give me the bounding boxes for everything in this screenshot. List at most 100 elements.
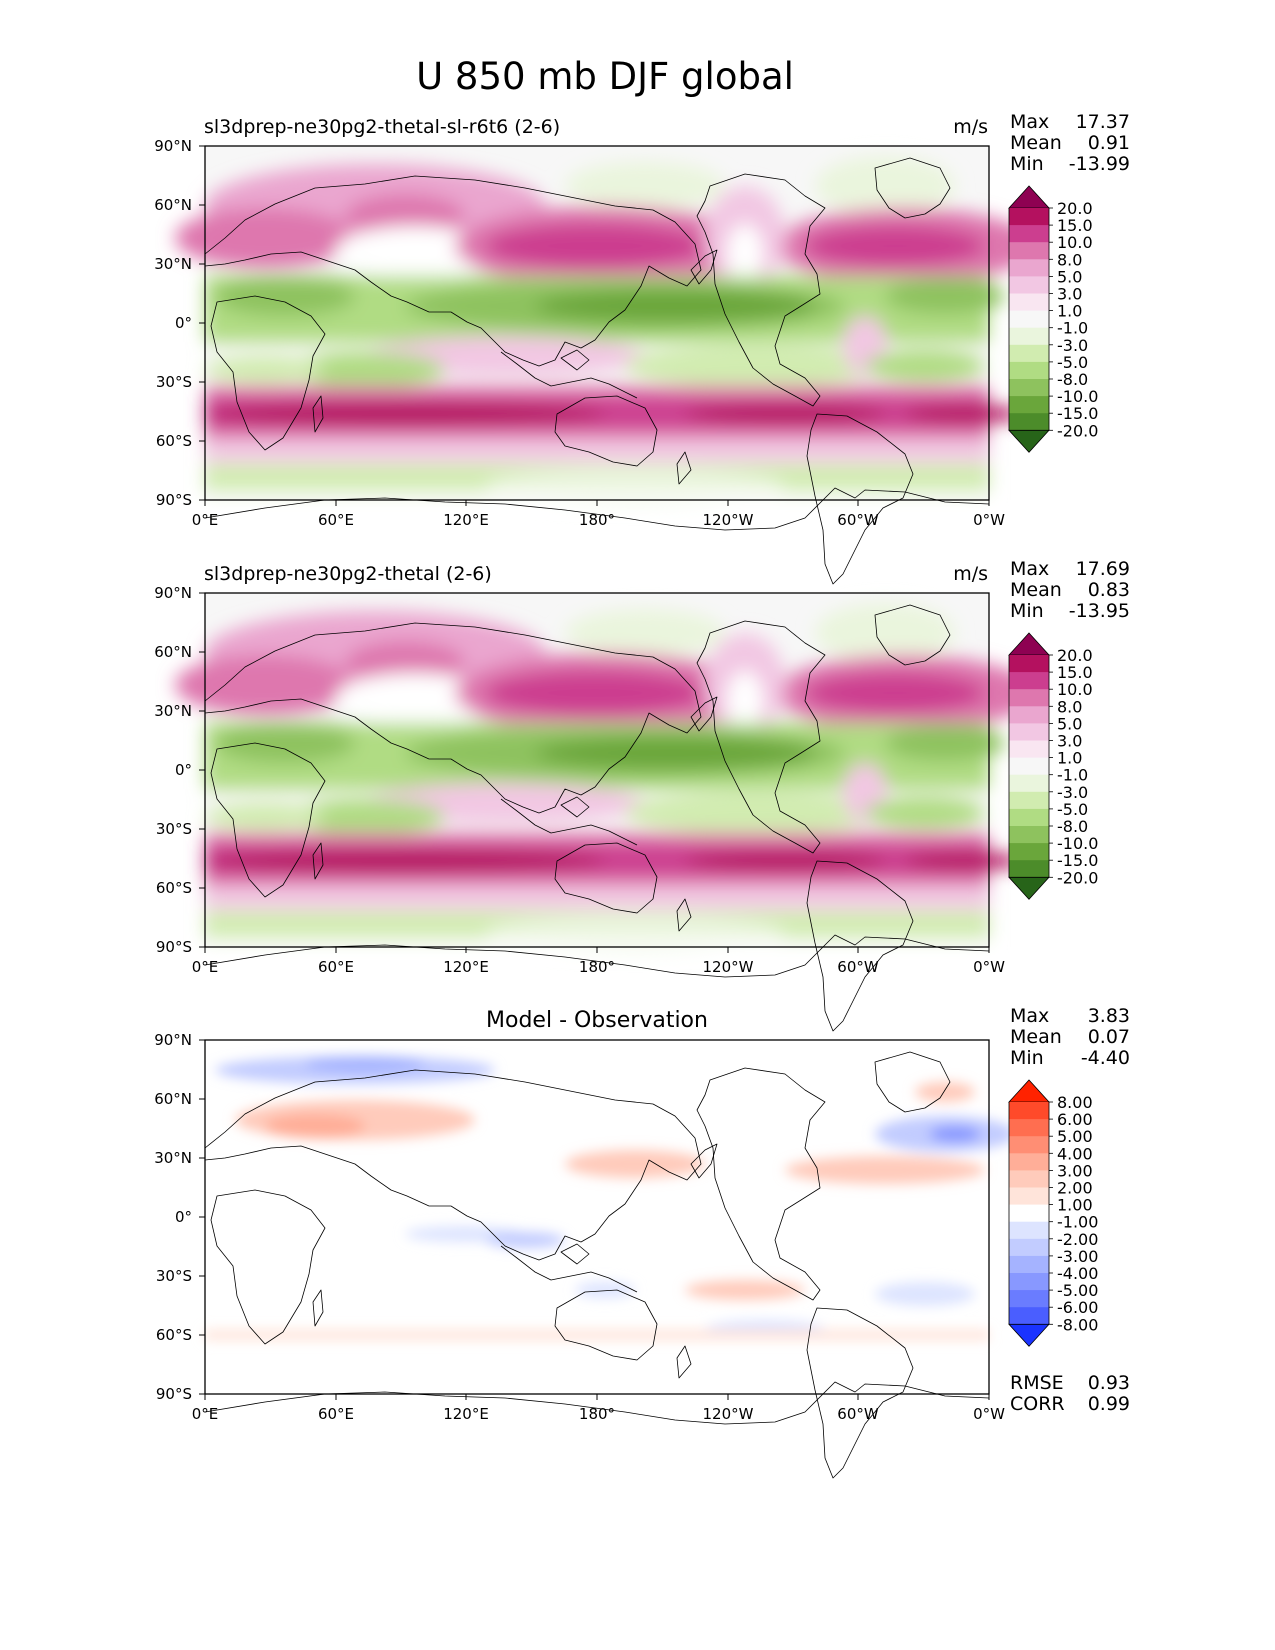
panel-1-lat-ticks: 90°N 60°N 30°N 0° 30°S 60°S 90°S bbox=[154, 137, 205, 509]
lon-tick-label: 60°W bbox=[837, 958, 879, 976]
colorbar-top-cap bbox=[1008, 632, 1050, 656]
stat-min-label: Min bbox=[1010, 600, 1044, 622]
lat-tick-label: 30°N bbox=[154, 255, 192, 273]
panel-3-stats: Max 3.83 Mean 0.07 Min -4.40 bbox=[1010, 1005, 1130, 1069]
stat-max-value: 17.69 bbox=[1076, 558, 1130, 580]
colorbar-segment bbox=[1009, 1238, 1049, 1257]
colorbar-segment bbox=[1009, 1290, 1049, 1308]
panel-3-lat-ticks: 90°N 60°N 30°N 0° 30°S 60°S 90°S bbox=[154, 1031, 205, 1403]
panel-1-stats: Max 17.37 Mean 0.91 Min -13.99 bbox=[1010, 111, 1130, 175]
lat-tick-label: 0° bbox=[175, 314, 192, 332]
colorbar-segment bbox=[1009, 1170, 1049, 1188]
colorbar-top-cap bbox=[1008, 185, 1050, 209]
colorbar-level-label: -1.00 bbox=[1057, 1213, 1098, 1232]
lat-tick-label: 30°N bbox=[154, 1149, 192, 1167]
colorbar-outline bbox=[1008, 655, 1050, 878]
stat-mean-value: 0.83 bbox=[1088, 579, 1130, 601]
colorbar-level-label: -8.00 bbox=[1057, 1315, 1098, 1334]
colorbar-level-label: 4.00 bbox=[1057, 1144, 1093, 1163]
colorbar-segment bbox=[1009, 361, 1049, 380]
colorbar-level-label: -1.0 bbox=[1057, 319, 1088, 338]
colorbar-level-label: -15.0 bbox=[1057, 404, 1098, 423]
lon-tick-label: 0°W bbox=[973, 1405, 1005, 1423]
panel-2-colorbar: 20.015.010.08.05.03.01.0-1.0-3.0-5.0-8.0… bbox=[1008, 632, 1098, 900]
colorbar-level-label: 5.0 bbox=[1057, 714, 1082, 733]
panel-1-units: m/s bbox=[953, 116, 988, 138]
lon-tick-label: 60°E bbox=[318, 958, 354, 976]
lat-tick-label: 60°S bbox=[156, 1326, 192, 1344]
colorbar-level-label: -3.00 bbox=[1057, 1247, 1098, 1266]
lon-tick-label: 120°W bbox=[703, 1405, 754, 1423]
stat-mean-label: Mean bbox=[1010, 132, 1062, 154]
lat-tick-label: 30°S bbox=[156, 1267, 192, 1285]
panel-1-colorbar: 20.015.010.08.05.03.01.0-1.0-3.0-5.0-8.0… bbox=[1008, 185, 1098, 453]
lon-tick-label: 180° bbox=[579, 511, 615, 529]
colorbar-outline bbox=[1008, 208, 1050, 431]
lon-tick-label: 120°E bbox=[443, 958, 489, 976]
lat-tick-label: 0° bbox=[175, 1208, 192, 1226]
panel-1-lon-ticks: 0°E 60°E 120°E 180° 120°W 60°W 0°W bbox=[192, 500, 1005, 529]
lon-tick-label: 0°E bbox=[192, 511, 219, 529]
colorbar-level-label: 8.0 bbox=[1057, 697, 1082, 716]
stat-max-value: 3.83 bbox=[1088, 1005, 1130, 1027]
panel-3-lon-ticks: 0°E 60°E 120°E 180° 120°W 60°W 0°W bbox=[192, 1394, 1005, 1423]
lat-tick-label: 60°S bbox=[156, 879, 192, 897]
lat-tick-label: 60°N bbox=[154, 643, 192, 661]
colorbar-level-label: -10.0 bbox=[1057, 834, 1098, 853]
colorbar-segment bbox=[1009, 225, 1049, 243]
lat-tick-label: 0° bbox=[175, 761, 192, 779]
colorbar-level-label: 3.00 bbox=[1057, 1161, 1093, 1180]
panel-2-units: m/s bbox=[953, 563, 988, 585]
lat-tick-label: 90°N bbox=[154, 584, 192, 602]
colorbar-level-label: -3.0 bbox=[1057, 783, 1088, 802]
colorbar-segment bbox=[1009, 293, 1049, 312]
colorbar-level-label: -10.0 bbox=[1057, 387, 1098, 406]
stat-mean-value: 0.07 bbox=[1088, 1026, 1130, 1048]
metric-corr-label: CORR bbox=[1010, 1393, 1065, 1415]
colorbar-level-label: 15.0 bbox=[1057, 663, 1093, 682]
panel-2: sl3dprep-ne30pg2-thetal (2-6) m/s 90°N 6… bbox=[154, 558, 1130, 1032]
colorbar-bottom-cap bbox=[1008, 876, 1050, 900]
lat-tick-label: 30°S bbox=[156, 373, 192, 391]
colorbar-level-label: 3.0 bbox=[1057, 732, 1082, 751]
colorbar-segment bbox=[1009, 259, 1049, 277]
colorbar-level-label: 10.0 bbox=[1057, 233, 1093, 252]
colorbar-segment bbox=[1009, 1153, 1049, 1171]
colorbar-level-label: 1.0 bbox=[1057, 302, 1082, 321]
lat-tick-label: 60°N bbox=[154, 1090, 192, 1108]
colorbar-bottom-cap bbox=[1008, 429, 1050, 453]
lon-tick-label: 60°E bbox=[318, 1405, 354, 1423]
panel-2-lon-ticks: 0°E 60°E 120°E 180° 120°W 60°W 0°W bbox=[192, 947, 1005, 976]
stat-mean-label: Mean bbox=[1010, 1026, 1062, 1048]
lon-tick-label: 60°E bbox=[318, 511, 354, 529]
colorbar-segment bbox=[1009, 379, 1049, 397]
lat-tick-label: 90°N bbox=[154, 137, 192, 155]
panel-2-title: sl3dprep-ne30pg2-thetal (2-6) bbox=[204, 563, 492, 585]
stat-min-value: -4.40 bbox=[1081, 1047, 1130, 1069]
lon-tick-label: 60°W bbox=[837, 511, 879, 529]
colorbar-segment bbox=[1009, 757, 1049, 776]
panel-2-lat-ticks: 90°N 60°N 30°N 0° 30°S 60°S 90°S bbox=[154, 584, 205, 956]
colorbar-level-label: 8.0 bbox=[1057, 250, 1082, 269]
metric-corr-value: 0.99 bbox=[1088, 1393, 1130, 1415]
colorbar-segment bbox=[1009, 310, 1049, 329]
lon-tick-label: 60°W bbox=[837, 1405, 879, 1423]
colorbar-level-label: 2.00 bbox=[1057, 1179, 1093, 1198]
stat-mean-value: 0.91 bbox=[1088, 132, 1130, 154]
colorbar-level-label: -20.0 bbox=[1057, 421, 1098, 440]
colorbar-level-label: -6.00 bbox=[1057, 1298, 1098, 1317]
colorbar-segment bbox=[1009, 344, 1049, 363]
colorbar-level-label: -3.0 bbox=[1057, 336, 1088, 355]
colorbar-segment bbox=[1009, 327, 1049, 346]
lat-tick-label: 90°S bbox=[156, 938, 192, 956]
colorbar-level-label: -5.0 bbox=[1057, 353, 1088, 372]
lat-tick-label: 90°S bbox=[156, 1385, 192, 1403]
lat-tick-label: 30°N bbox=[154, 702, 192, 720]
colorbar-segment bbox=[1009, 740, 1049, 759]
panel-2-stats: Max 17.69 Mean 0.83 Min -13.95 bbox=[1010, 558, 1130, 622]
panel-3: Model - Observation 90°N 60°N 30°N 0° 30… bbox=[154, 1005, 1130, 1479]
lon-tick-label: 0°W bbox=[973, 511, 1005, 529]
colorbar-level-label: 8.00 bbox=[1057, 1093, 1093, 1112]
stat-min-value: -13.95 bbox=[1069, 600, 1130, 622]
colorbar-segment bbox=[1009, 791, 1049, 810]
